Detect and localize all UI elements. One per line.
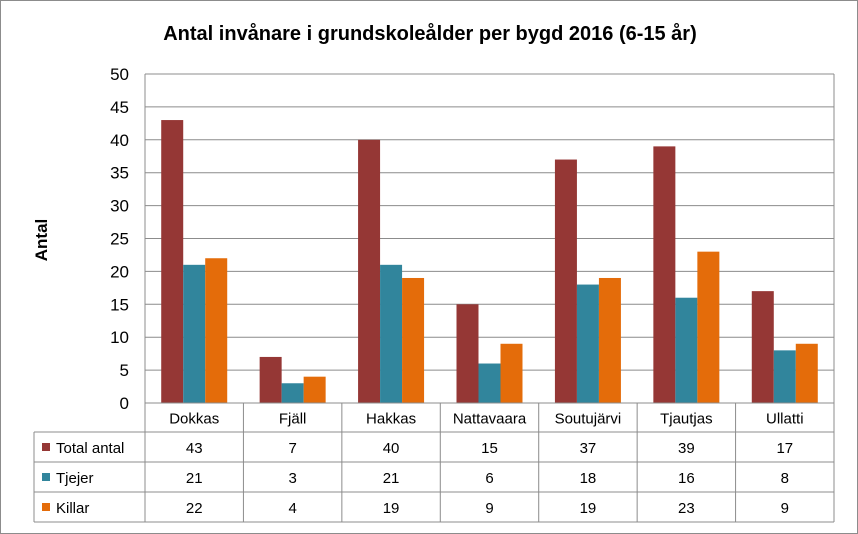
- bar-killar-dokkas: [205, 258, 228, 403]
- legend-swatch-total-antal: [42, 443, 50, 451]
- data-label-total-antal-nattavaara: 15: [481, 440, 498, 457]
- data-label-killar-nattavaara: 9: [485, 500, 493, 517]
- bar-total-antal-soutujarvi: [554, 159, 577, 403]
- y-tick-label-10: 10: [110, 328, 129, 347]
- y-tick-label-20: 20: [110, 262, 129, 281]
- legend-label-killar: Killar: [56, 500, 89, 517]
- y-axis-ticks: 0 5 10 15 20 25 30 35 40 45 50: [110, 65, 129, 413]
- bar-tjejer-soutujarvi: [576, 284, 599, 403]
- bar-total-antal-tjautjas: [653, 146, 676, 403]
- data-label-killar-tjautjas: 23: [678, 500, 695, 517]
- data-label-total-antal-dokkas: 43: [186, 440, 203, 457]
- chart-title: Antal invånare i grundskoleålder per byg…: [163, 22, 697, 45]
- category-label-hakkas: Hakkas: [366, 411, 416, 428]
- y-tick-label-45: 45: [110, 98, 129, 117]
- data-label-total-antal-tjautjas: 39: [678, 440, 695, 457]
- data-label-tjejer-fjall: 3: [288, 470, 296, 487]
- data-label-killar-hakkas: 19: [383, 500, 400, 517]
- data-label-tjejer-tjautjas: 16: [678, 470, 695, 487]
- category-label-fjall: Fjäll: [279, 411, 307, 428]
- legend-label-total-antal: Total antal: [56, 440, 124, 457]
- category-label-dokkas: Dokkas: [169, 411, 219, 428]
- data-label-tjejer-soutujarvi: 18: [580, 470, 597, 487]
- bar-killar-fjall: [303, 376, 326, 403]
- data-label-total-antal-ullatti: 17: [776, 440, 793, 457]
- bar-tjejer-tjautjas: [675, 297, 698, 403]
- bar-tjejer-fjall: [281, 383, 304, 403]
- y-tick-label-40: 40: [110, 131, 129, 150]
- data-label-tjejer-hakkas: 21: [383, 470, 400, 487]
- y-axis-label: Antal: [32, 219, 51, 262]
- grid-lines: [144, 73, 835, 404]
- y-tick-label-35: 35: [110, 164, 129, 183]
- bar-killar-soutujarvi: [598, 277, 621, 403]
- bar-killar-nattavaara: [500, 343, 523, 403]
- y-tick-label-5: 5: [120, 361, 129, 380]
- data-label-total-antal-soutujarvi: 37: [580, 440, 597, 457]
- data-label-tjejer-ullatti: 8: [781, 470, 789, 487]
- legend-label-tjejer: Tjejer: [56, 470, 94, 487]
- bar-total-antal-fjall: [259, 356, 282, 403]
- data-label-total-antal-fjall: 7: [288, 440, 296, 457]
- data-label-killar-ullatti: 9: [781, 500, 789, 517]
- category-label-soutujarvi: Soutujärvi: [555, 411, 622, 428]
- bar-tjejer-nattavaara: [478, 363, 501, 403]
- bar-tjejer-hakkas: [380, 264, 403, 403]
- data-label-killar-fjall: 4: [288, 500, 296, 517]
- category-label-ullatti: Ullatti: [766, 411, 804, 428]
- bar-killar-ullatti: [795, 343, 818, 403]
- bars: [161, 120, 818, 404]
- y-tick-label-15: 15: [110, 295, 129, 314]
- bar-tjejer-dokkas: [183, 264, 206, 403]
- data-label-killar-soutujarvi: 19: [580, 500, 597, 517]
- y-tick-label-25: 25: [110, 230, 129, 249]
- y-tick-label-50: 50: [110, 65, 129, 84]
- category-label-nattavaara: Nattavaara: [453, 411, 527, 428]
- bar-total-antal-hakkas: [358, 139, 381, 404]
- legend-swatch-tjejer: [42, 473, 50, 481]
- bar-tjejer-ullatti: [773, 350, 796, 403]
- bar-total-antal-ullatti: [751, 291, 774, 403]
- category-label-tjautjas: Tjautjas: [660, 411, 713, 428]
- y-tick-label-30: 30: [110, 197, 129, 216]
- bar-killar-tjautjas: [697, 251, 720, 403]
- data-label-killar-dokkas: 22: [186, 500, 203, 517]
- bar-total-antal-nattavaara: [456, 304, 479, 403]
- bar-total-antal-dokkas: [161, 120, 184, 403]
- data-label-tjejer-dokkas: 21: [186, 470, 203, 487]
- bar-killar-hakkas: [402, 277, 425, 403]
- y-tick-label-0: 0: [120, 394, 129, 413]
- data-label-tjejer-nattavaara: 6: [485, 470, 493, 487]
- legend-swatch-killar: [42, 503, 50, 511]
- data-label-total-antal-hakkas: 40: [383, 440, 400, 457]
- data-table: Dokkas Fjäll Hakkas Nattavaara Soutujärvi Tja…: [33, 402, 835, 523]
